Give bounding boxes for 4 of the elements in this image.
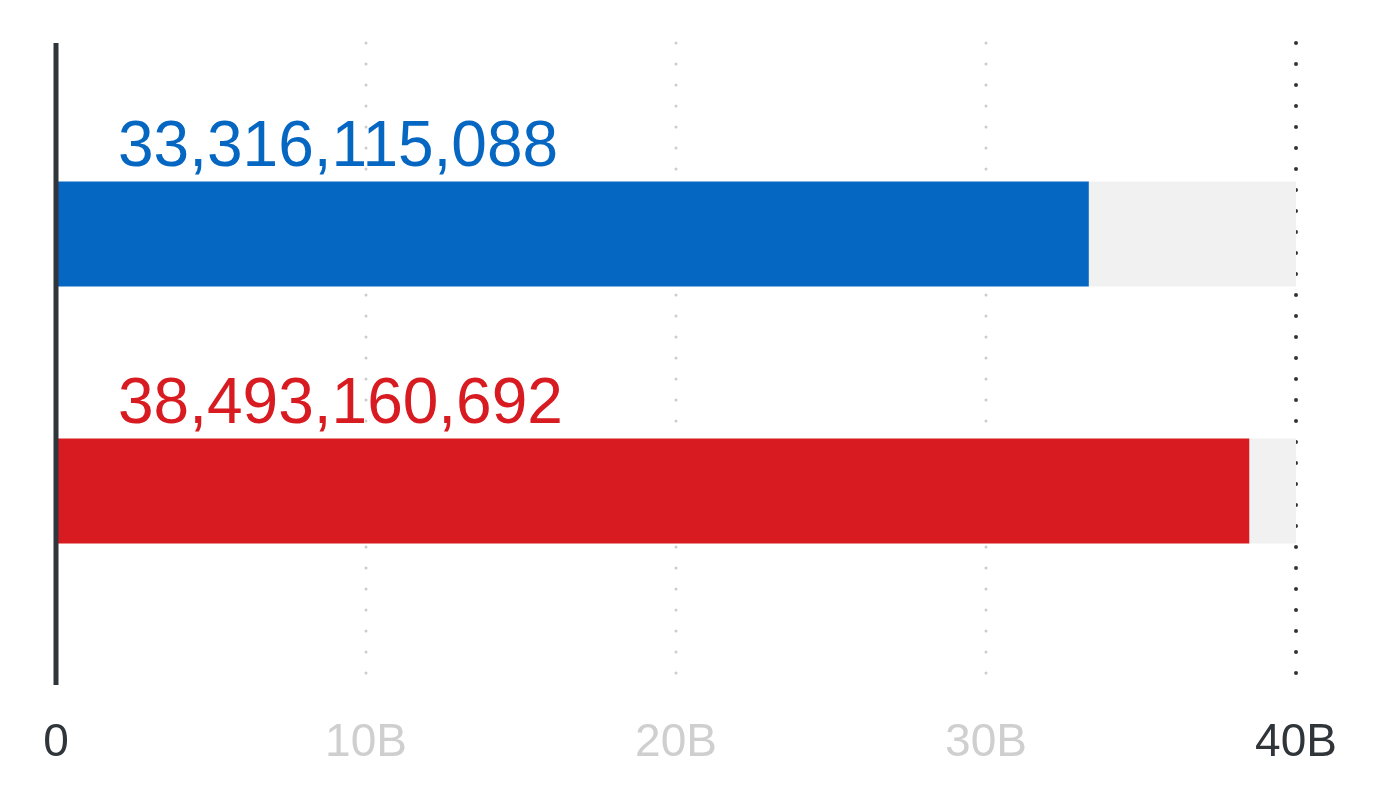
x-tick-label: 40B: [1255, 714, 1337, 766]
data-label: 33,316,115,088: [118, 107, 559, 180]
x-tick-label: 0: [43, 714, 69, 766]
data-label: 38,493,160,692: [118, 364, 563, 437]
